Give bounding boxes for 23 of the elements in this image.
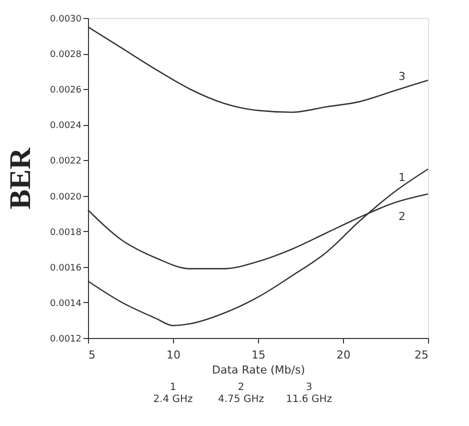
text: 1 2.4 GHz	[153, 382, 193, 405]
y-tick-label: 0.0024	[50, 121, 82, 132]
x-tick-label: 20	[336, 348, 350, 362]
x-tick-label: 15	[252, 348, 266, 362]
x-tick-label: 5	[88, 348, 96, 362]
series-label: 2	[398, 210, 406, 223]
x-axis-title: Data Rate (Mb/s)	[212, 364, 305, 376]
y-tick-label: 0.0016	[50, 263, 82, 274]
y-tick-label: 0.0028	[50, 50, 82, 60]
y-tick-label: 0.0030	[50, 14, 82, 24]
y-tick-label: 0.0014	[50, 298, 82, 309]
y-tick-label: 0.0018	[50, 228, 82, 238]
y-axis-title: BER	[4, 147, 38, 210]
y-tick-label: 0.0022	[50, 156, 82, 167]
series-label: 3	[398, 70, 406, 83]
y-tick-label: 0.0020	[50, 192, 82, 202]
series-label: 1	[398, 171, 406, 184]
x-tick-label: 10	[166, 348, 180, 362]
x-tick-label: 25	[414, 348, 428, 362]
y-tick-label: 0.0026	[50, 86, 82, 96]
text: 2 4.75 GHz	[218, 382, 264, 405]
y-tick-label: 0.0012	[50, 334, 82, 344]
text: 3 11.6 GHz	[286, 382, 332, 405]
